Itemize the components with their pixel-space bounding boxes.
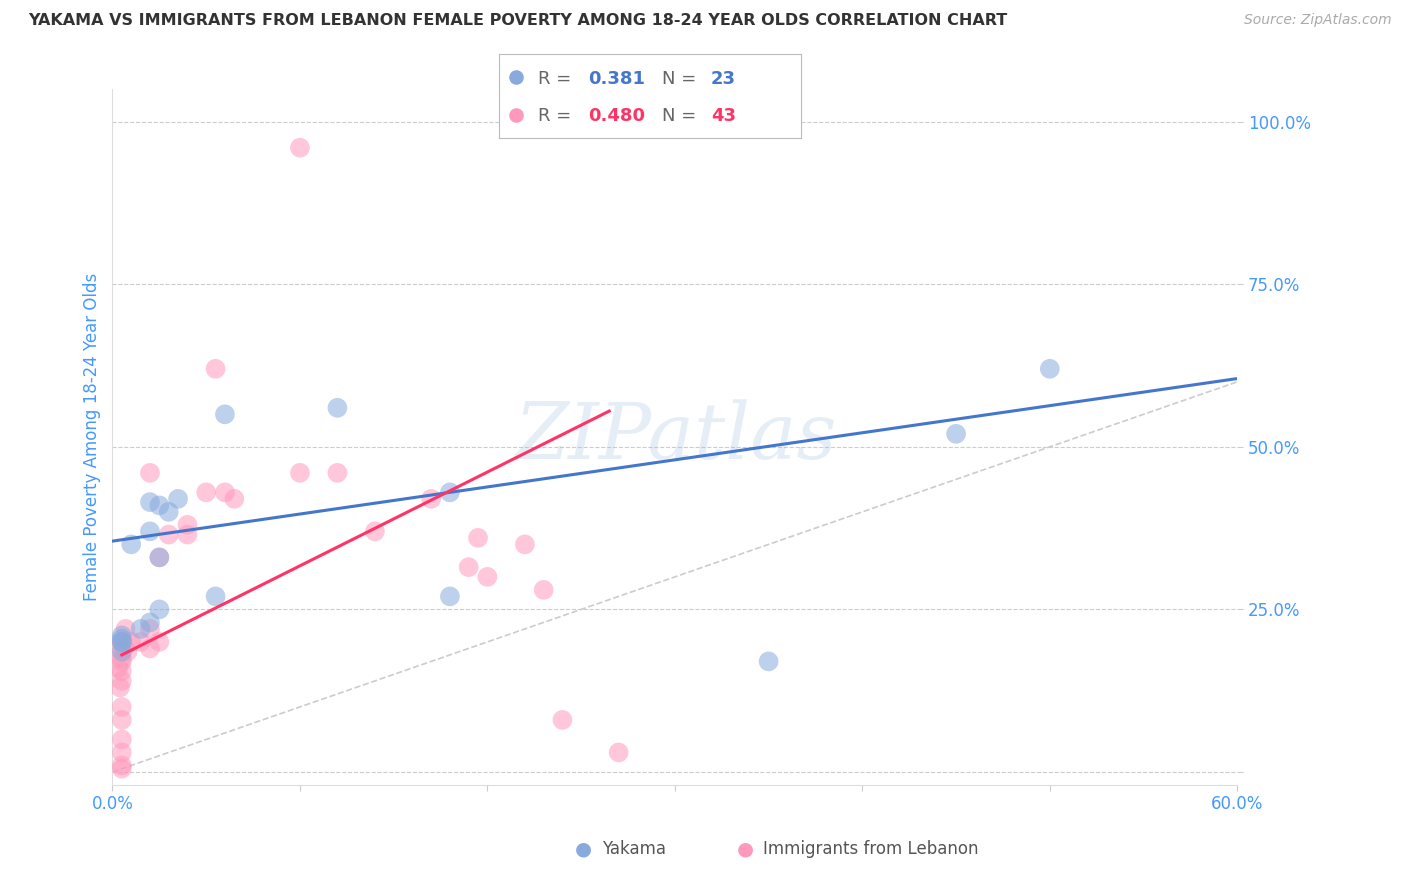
Point — [139, 524, 162, 539]
Point — [139, 495, 162, 509]
Point — [117, 645, 139, 659]
Point — [139, 466, 162, 480]
Point — [533, 582, 555, 597]
Point — [111, 673, 134, 688]
Text: ZIPatlas: ZIPatlas — [513, 399, 837, 475]
Point — [204, 590, 226, 604]
Point — [467, 531, 489, 545]
Point — [129, 635, 152, 649]
Point — [139, 641, 162, 656]
Point — [111, 732, 134, 747]
Text: N =: N = — [662, 70, 703, 88]
Point — [439, 590, 461, 604]
Point — [195, 485, 218, 500]
Text: Yakama: Yakama — [602, 840, 666, 858]
Point — [457, 560, 479, 574]
Point — [111, 664, 134, 678]
Point — [439, 485, 461, 500]
Point — [112, 641, 135, 656]
Point — [111, 628, 134, 642]
Point — [176, 527, 198, 541]
Point — [214, 485, 236, 500]
Point — [157, 527, 180, 541]
Point — [148, 550, 170, 565]
Point — [111, 635, 134, 649]
Point — [111, 758, 134, 772]
Text: ●: ● — [737, 839, 754, 859]
Point — [288, 466, 311, 480]
Text: 0.381: 0.381 — [588, 70, 645, 88]
Point — [214, 407, 236, 421]
Point — [107, 641, 129, 656]
Point — [111, 762, 134, 776]
Point — [148, 550, 170, 565]
Point — [111, 700, 134, 714]
Point — [148, 499, 170, 513]
Text: ●: ● — [575, 839, 592, 859]
Point — [167, 491, 190, 506]
Point — [120, 635, 142, 649]
Text: 43: 43 — [710, 107, 735, 125]
Text: Immigrants from Lebanon: Immigrants from Lebanon — [763, 840, 979, 858]
Point — [148, 635, 170, 649]
Point — [111, 635, 134, 649]
Y-axis label: Female Poverty Among 18-24 Year Olds: Female Poverty Among 18-24 Year Olds — [83, 273, 101, 601]
Point — [326, 466, 349, 480]
Point — [111, 651, 134, 665]
Point — [108, 681, 131, 695]
Point — [111, 632, 134, 646]
Point — [157, 505, 180, 519]
Point — [129, 622, 152, 636]
Point — [364, 524, 387, 539]
Point — [607, 746, 630, 760]
Point — [420, 491, 443, 506]
Point — [513, 537, 536, 551]
Point — [111, 645, 134, 659]
Point — [114, 622, 136, 636]
Point — [758, 654, 780, 668]
Point — [111, 746, 134, 760]
Point — [148, 602, 170, 616]
Text: N =: N = — [662, 107, 703, 125]
Text: 0.480: 0.480 — [588, 107, 645, 125]
Text: Source: ZipAtlas.com: Source: ZipAtlas.com — [1244, 13, 1392, 28]
Point — [551, 713, 574, 727]
Point — [111, 635, 134, 649]
Point — [288, 141, 311, 155]
Point — [176, 517, 198, 532]
Point — [1039, 361, 1062, 376]
Point — [139, 615, 162, 630]
Point — [120, 537, 142, 551]
Point — [107, 661, 129, 675]
Point — [945, 426, 967, 441]
Point — [477, 570, 499, 584]
Point — [139, 622, 162, 636]
Point — [111, 713, 134, 727]
Text: R =: R = — [538, 70, 578, 88]
Point — [111, 654, 134, 668]
Text: YAKAMA VS IMMIGRANTS FROM LEBANON FEMALE POVERTY AMONG 18-24 YEAR OLDS CORRELATI: YAKAMA VS IMMIGRANTS FROM LEBANON FEMALE… — [28, 13, 1007, 29]
Point — [204, 361, 226, 376]
Text: 23: 23 — [710, 70, 735, 88]
Point — [326, 401, 349, 415]
Point — [224, 491, 246, 506]
Point — [505, 70, 527, 85]
Point — [505, 107, 527, 121]
Text: R =: R = — [538, 107, 578, 125]
